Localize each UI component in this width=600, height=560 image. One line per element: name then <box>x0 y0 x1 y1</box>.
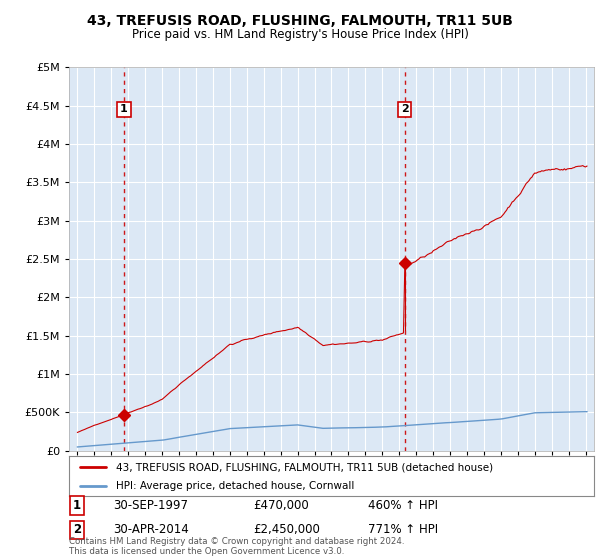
Text: 1: 1 <box>73 500 81 512</box>
Text: 1: 1 <box>120 104 128 114</box>
Text: 460% ↑ HPI: 460% ↑ HPI <box>368 500 438 512</box>
Text: Contains HM Land Registry data © Crown copyright and database right 2024.
This d: Contains HM Land Registry data © Crown c… <box>69 536 404 556</box>
Text: £2,450,000: £2,450,000 <box>253 524 320 536</box>
Text: 2: 2 <box>73 524 81 536</box>
Text: £470,000: £470,000 <box>253 500 308 512</box>
Text: 43, TREFUSIS ROAD, FLUSHING, FALMOUTH, TR11 5UB: 43, TREFUSIS ROAD, FLUSHING, FALMOUTH, T… <box>87 14 513 28</box>
Text: 2: 2 <box>401 104 409 114</box>
Text: 30-SEP-1997: 30-SEP-1997 <box>113 500 188 512</box>
Text: HPI: Average price, detached house, Cornwall: HPI: Average price, detached house, Corn… <box>116 481 355 491</box>
Text: 43, TREFUSIS ROAD, FLUSHING, FALMOUTH, TR11 5UB (detached house): 43, TREFUSIS ROAD, FLUSHING, FALMOUTH, T… <box>116 463 493 473</box>
Text: Price paid vs. HM Land Registry's House Price Index (HPI): Price paid vs. HM Land Registry's House … <box>131 28 469 41</box>
Text: 30-APR-2014: 30-APR-2014 <box>113 524 190 536</box>
Text: 771% ↑ HPI: 771% ↑ HPI <box>368 524 439 536</box>
